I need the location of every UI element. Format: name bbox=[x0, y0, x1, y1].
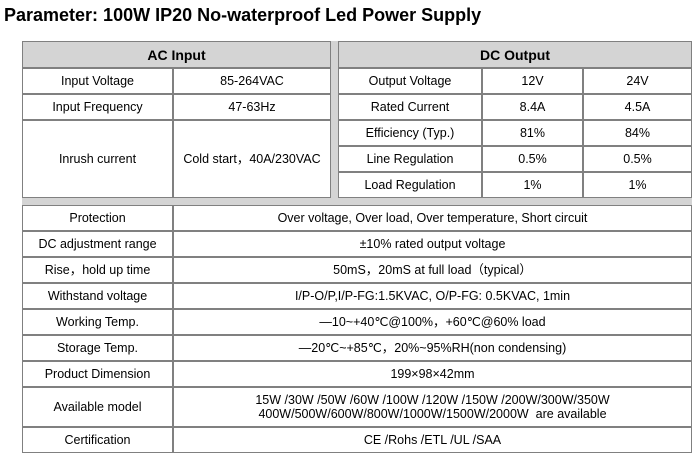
spec-value-protection: Over voltage, Over load, Over temperatur… bbox=[173, 205, 692, 231]
column-separator bbox=[331, 41, 338, 198]
dc-label-line-regulation: Line Regulation bbox=[338, 146, 482, 172]
dc-24v-line-regulation: 0.5% bbox=[583, 146, 692, 172]
spec-value-product-dimension: 199×98×42mm bbox=[173, 361, 692, 387]
page-title: Parameter: 100W IP20 No-waterproof Led P… bbox=[4, 5, 482, 25]
spec-label-dc-adjustment: DC adjustment range bbox=[22, 231, 173, 257]
dc-24v-load-regulation: 1% bbox=[583, 172, 692, 198]
dc-label-output-voltage: Output Voltage bbox=[338, 68, 482, 94]
ac-label-input-frequency: Input Frequency bbox=[22, 94, 173, 120]
spec-value-rise-hold: 50mS，20mS at full load（typical） bbox=[173, 257, 692, 283]
dc-12v-output-voltage: 12V bbox=[482, 68, 583, 94]
ac-input-header: AC Input bbox=[22, 41, 331, 68]
spec-value-working-temp: —10~+40℃@100%，+60℃@60% load bbox=[173, 309, 692, 335]
ac-label-input-voltage: Input Voltage bbox=[22, 68, 173, 94]
dc-output-header: DC Output bbox=[338, 41, 692, 68]
spec-label-working-temp: Working Temp. bbox=[22, 309, 173, 335]
dc-12v-line-regulation: 0.5% bbox=[482, 146, 583, 172]
dc-24v-output-voltage: 24V bbox=[583, 68, 692, 94]
spec-value-withstand-voltage: I/P-O/P,I/P-FG:1.5KVAC, O/P-FG: 0.5KVAC,… bbox=[173, 283, 692, 309]
dc-12v-efficiency: 81% bbox=[482, 120, 583, 146]
spec-label-available-model: Available model bbox=[22, 387, 173, 427]
ac-value-input-voltage: 85-264VAC bbox=[173, 68, 331, 94]
spec-value-certification: CE /Rohs /ETL /UL /SAA bbox=[173, 427, 692, 453]
spec-value-storage-temp: —20℃~+85℃，20%~95%RH(non condensing) bbox=[173, 335, 692, 361]
available-model-line-2: 400W/500W/600W/800W/1000W/1500W/2000W ar… bbox=[258, 407, 607, 421]
spec-value-dc-adjustment: ±10% rated output voltage bbox=[173, 231, 692, 257]
dc-24v-efficiency: 84% bbox=[583, 120, 692, 146]
spec-label-product-dimension: Product Dimension bbox=[22, 361, 173, 387]
dc-label-efficiency: Efficiency (Typ.) bbox=[338, 120, 482, 146]
ac-value-input-frequency: 47-63Hz bbox=[173, 94, 331, 120]
spec-label-certification: Certification bbox=[22, 427, 173, 453]
spec-label-withstand-voltage: Withstand voltage bbox=[22, 283, 173, 309]
dc-label-load-regulation: Load Regulation bbox=[338, 172, 482, 198]
ac-value-inrush-current: Cold start，40A/230VAC bbox=[173, 120, 331, 198]
row-separator bbox=[22, 198, 692, 205]
available-model-line-1: 15W /30W /50W /60W /100W /120W /150W /20… bbox=[255, 393, 610, 407]
spec-label-rise-hold: Rise，hold up time bbox=[22, 257, 173, 283]
spec-value-available-model: 15W /30W /50W /60W /100W /120W /150W /20… bbox=[173, 387, 692, 427]
dc-12v-rated-current: 8.4A bbox=[482, 94, 583, 120]
dc-24v-rated-current: 4.5A bbox=[583, 94, 692, 120]
ac-label-inrush-current: Inrush current bbox=[22, 120, 173, 198]
dc-label-rated-current: Rated Current bbox=[338, 94, 482, 120]
spec-label-protection: Protection bbox=[22, 205, 173, 231]
dc-12v-load-regulation: 1% bbox=[482, 172, 583, 198]
spec-label-storage-temp: Storage Temp. bbox=[22, 335, 173, 361]
